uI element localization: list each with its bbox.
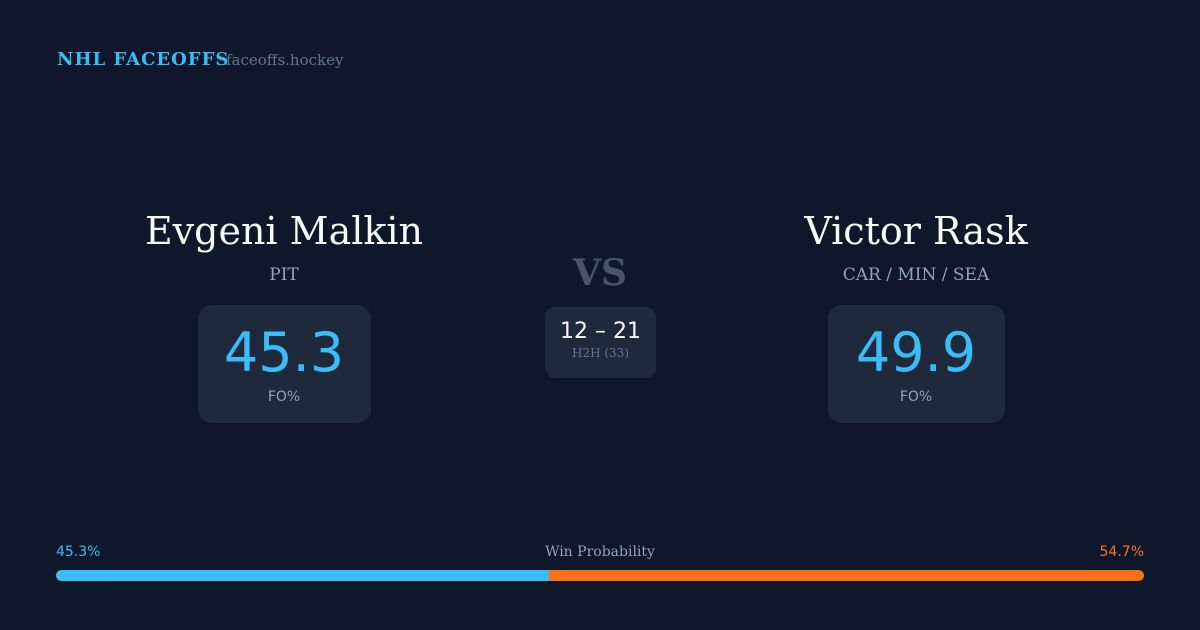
win-probability-bar [56,570,1144,581]
player1-fo-label: FO% [267,389,301,405]
player1-team: PIT [269,265,299,285]
player1-fo-card: 45.3 FO% [197,305,371,423]
h2h-score: 12 – 21 [560,319,641,344]
player1-panel: Evgeni Malkin PIT 45.3 FO% [74,205,494,423]
player1-name: Evgeni Malkin [144,209,424,253]
player2-fo-label: FO% [899,389,933,405]
player2-name: Victor Rask [804,209,1028,253]
h2h-label: H2H (33) [571,346,629,360]
player2-fo-card: 49.9 FO% [827,305,1005,423]
win-prob-left: 45.3% [56,544,101,560]
win-prob-title: Win Probability [545,544,655,560]
player2-team: CAR / MIN / SEA [842,265,990,285]
win-prob-right: 54.7% [1099,544,1144,560]
site-domain: faceoffs.hockey [226,51,344,69]
vs-label: VS [573,252,627,294]
h2h-card: 12 – 21 H2H (33) [545,307,656,378]
win-prob-left-segment [56,570,549,581]
player1-fo-pct: 45.3 [223,321,345,384]
brand-title: NHL FACEOFFS [57,49,230,70]
win-prob-right-segment [548,570,1144,581]
player2-panel: Victor Rask CAR / MIN / SEA 49.9 FO% [706,205,1126,423]
player2-fo-pct: 49.9 [855,321,977,384]
